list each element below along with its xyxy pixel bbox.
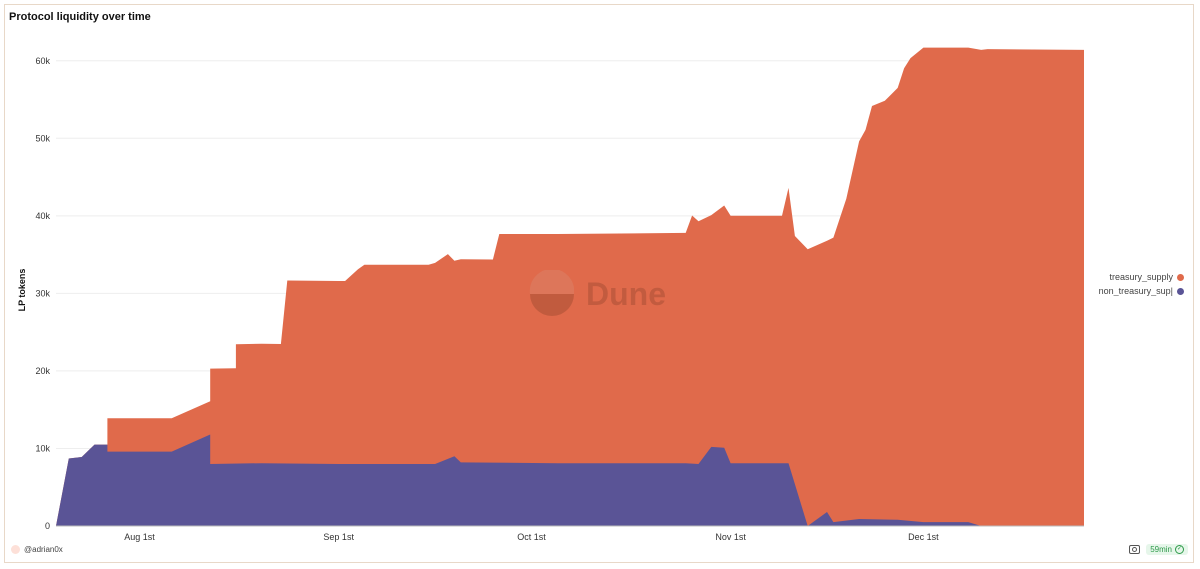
area-treasury-supply[interactable] [56,47,1084,526]
y-axis: 0 10k 20k 30k 40k 50k 60k [35,56,50,531]
y-axis-label: LP tokens [17,269,27,312]
camera-icon[interactable] [1129,545,1141,554]
y-tick-label: 50k [35,133,50,143]
y-tick-label: 40k [35,211,50,221]
footer-controls: 59min ✓ [1129,544,1188,555]
dune-logo-icon [529,270,574,316]
legend-dot-icon [1177,287,1184,295]
y-tick-label: 60k [35,56,50,66]
dune-watermark: Dune [528,270,666,318]
chart-areas [56,47,1084,527]
area-non-treasury-supply[interactable] [56,434,1084,527]
legend-dot-icon [1177,273,1184,281]
check-icon: ✓ [1175,545,1184,554]
refresh-badge[interactable]: 59min ✓ [1146,544,1188,555]
chart-title: Protocol liquidity over time [9,11,151,23]
x-tick-label: Dec 1st [908,532,939,542]
avatar [11,545,20,554]
legend-item-treasury[interactable]: treasury_supply [1084,270,1184,284]
legend-label: treasury_supply [1109,272,1173,282]
x-tick-label: Sep 1st [323,532,354,542]
y-tick-label: 10k [35,443,50,453]
x-tick-label: Nov 1st [715,532,746,542]
legend-item-non-treasury[interactable]: non_treasury_sup| [1084,284,1184,298]
y-tick-label: 0 [45,521,50,531]
legend-label: non_treasury_sup| [1098,286,1173,296]
y-tick-label: 30k [35,288,50,298]
refresh-time: 59min [1150,545,1172,554]
author-name: @adrian0x [24,545,63,554]
author-link[interactable]: @adrian0x [11,545,63,554]
x-tick-label: Oct 1st [517,532,546,542]
legend: treasury_supply non_treasury_sup| [1084,270,1184,298]
x-tick-label: Aug 1st [124,532,155,542]
x-axis: Aug 1st Sep 1st Oct 1st Nov 1st Dec 1st [124,532,939,542]
watermark-text: Dune [586,275,666,312]
y-tick-label: 20k [35,366,50,376]
